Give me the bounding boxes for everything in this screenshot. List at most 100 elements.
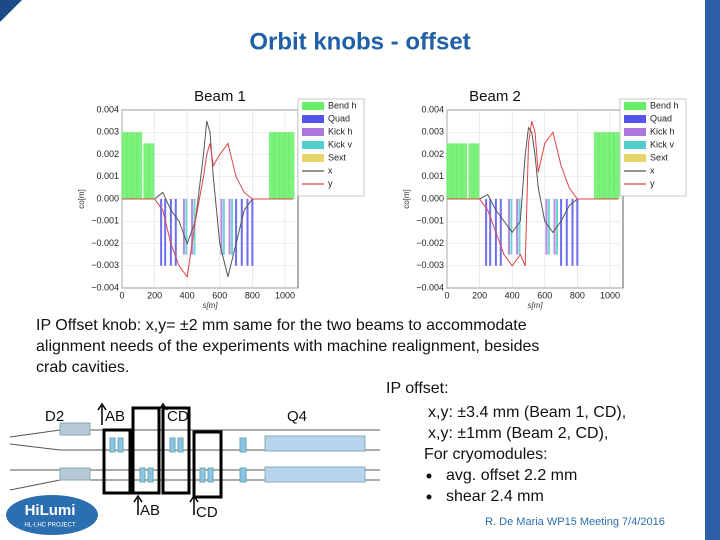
slide-title: Orbit knobs - offset [249, 28, 470, 55]
x-axis-label: s[m] [527, 301, 543, 310]
charts: −0.004 −0.003 −0.002 −0.001 0.000 0.001 0.002 0… [77, 88, 687, 310]
diagram-label: CD [196, 504, 218, 521]
legend-swatch [302, 128, 324, 136]
y-tick-label: 0.003 [96, 127, 119, 137]
bar [164, 199, 167, 266]
legend-label: Bend h [650, 100, 679, 110]
x-axis-label: s[m] [202, 301, 218, 310]
bullet [426, 494, 432, 500]
logo-subtitle: HL-LHC PROJECT [24, 523, 76, 529]
y-axis-label: co[m] [77, 189, 86, 209]
bar [461, 143, 468, 199]
bar [593, 132, 600, 199]
legend-swatch [624, 141, 646, 149]
y-tick-label: −0.004 [91, 282, 119, 292]
diagram-label: AB [140, 502, 160, 519]
x-tick-label: 1000 [600, 290, 620, 300]
bar [456, 143, 463, 199]
bar [516, 199, 519, 255]
bar [182, 199, 185, 255]
ip-offset-line: x,y: ±1mm (Beam 2, CD), [428, 425, 608, 442]
y-tick-label: −0.003 [91, 260, 119, 270]
x-tick-label: 400 [505, 290, 520, 300]
diagram-label: Q4 [287, 408, 307, 425]
bar [489, 199, 492, 266]
x-tick-label: 200 [472, 290, 487, 300]
body-line: alignment needs of the experiments with … [36, 338, 539, 355]
bar [510, 199, 513, 255]
logo: HiLumi HL-LHC PROJECT [6, 495, 98, 535]
y-tick-label: 0.000 [96, 193, 119, 203]
x-tick-label: 400 [180, 290, 195, 300]
bar [174, 199, 177, 266]
x-tick-label: 600 [537, 290, 552, 300]
bar [576, 199, 579, 266]
bar [148, 143, 155, 199]
bar [518, 199, 521, 255]
legend-label: Kick v [328, 139, 353, 149]
ip-offset-line: For cryomodules: [424, 446, 548, 463]
bar [126, 132, 133, 199]
legend-swatch [302, 154, 324, 162]
y-tick-label: 0.001 [96, 171, 119, 181]
legend-label: Sext [328, 152, 347, 162]
legend-swatch [302, 115, 324, 123]
body-line: IP Offset knob: x,y= ±2 mm same for the … [36, 317, 527, 334]
legend-label: Kick h [328, 126, 353, 136]
bar [288, 132, 295, 199]
y-tick-label: 0.000 [421, 193, 444, 203]
bar [473, 143, 480, 199]
line-series [447, 120, 619, 267]
legend-swatch [624, 115, 646, 123]
bar [220, 199, 223, 255]
y-tick-label: 0.004 [421, 104, 444, 114]
bar [273, 132, 280, 199]
bar [121, 132, 128, 199]
bar [499, 199, 502, 266]
bar [235, 199, 238, 266]
bar [143, 143, 150, 199]
bar [571, 199, 574, 266]
legend-label: x [328, 165, 333, 175]
bar [545, 199, 548, 255]
bar [553, 199, 556, 255]
bar [451, 143, 458, 199]
bar [598, 132, 605, 199]
legend-label: Quad [650, 113, 672, 123]
y-tick-label: −0.004 [416, 282, 444, 292]
bar [160, 199, 163, 266]
diagram-label: D2 [45, 408, 64, 425]
legend-label: Kick h [650, 126, 675, 136]
legend-label: Quad [328, 113, 350, 123]
legend-swatch [624, 102, 646, 110]
corner-decoration [0, 0, 22, 22]
legend-swatch [624, 154, 646, 162]
bullet [426, 473, 432, 479]
bar [136, 132, 143, 199]
y-tick-label: −0.001 [416, 216, 444, 226]
bar [446, 143, 453, 199]
y-tick-label: −0.002 [91, 238, 119, 248]
y-tick-label: −0.002 [416, 238, 444, 248]
bar [613, 132, 620, 199]
ip-offset-bullet: avg. offset 2.2 mm [446, 467, 577, 484]
diagram-label: CD [167, 408, 189, 425]
bar [246, 199, 249, 266]
x-tick-label: 1000 [275, 290, 295, 300]
chart-title: Beam 2 [469, 88, 521, 105]
legend-label: x [650, 165, 655, 175]
y-tick-label: −0.001 [91, 216, 119, 226]
legend-swatch [302, 141, 324, 149]
bar [268, 132, 275, 199]
y-tick-label: 0.004 [96, 104, 119, 114]
bar [283, 132, 290, 199]
chart-title: Beam 1 [194, 88, 246, 105]
layout-diagram [9, 402, 380, 515]
bar [222, 199, 225, 255]
footer: R. De Maria WP15 Meeting 7/4/2016 [485, 516, 665, 528]
bar [251, 199, 254, 266]
x-tick-label: 0 [444, 290, 449, 300]
bar [131, 132, 138, 199]
bar [240, 199, 243, 266]
y-tick-label: 0.002 [421, 149, 444, 159]
